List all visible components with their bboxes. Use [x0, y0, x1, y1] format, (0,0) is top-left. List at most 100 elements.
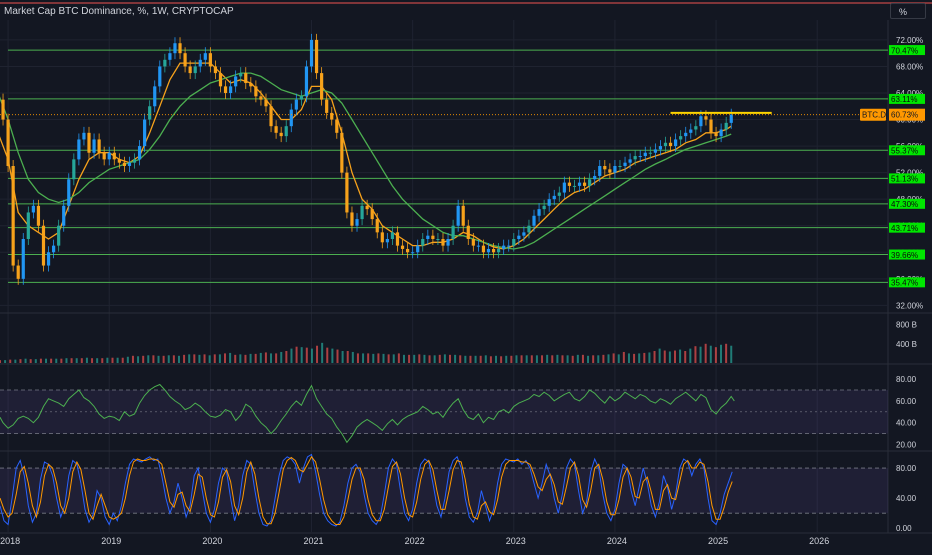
candle-body [87, 132, 91, 153]
candle-body [729, 114, 733, 123]
volume-bar [704, 343, 707, 363]
volume-bar [259, 352, 262, 363]
x-tick-label: 2021 [303, 536, 323, 546]
candle-body [183, 53, 187, 67]
volume-bar [689, 348, 692, 363]
stoch-band [0, 468, 888, 514]
volume-bar [684, 351, 687, 363]
candle-body [132, 159, 137, 163]
candle-body [512, 239, 516, 246]
candle-body [613, 166, 617, 173]
volume-bar [505, 355, 508, 363]
rsi-line [0, 383, 735, 444]
level-label: 51.13% [891, 175, 918, 184]
y-tick-label: 64.00% [896, 89, 923, 98]
volume-bar [70, 358, 73, 363]
volume-bar [571, 355, 574, 363]
candle-body [274, 126, 278, 133]
slow-ma-line [0, 72, 732, 250]
candle-body [330, 112, 334, 120]
candle-body [1, 99, 5, 120]
volume-bar [725, 343, 728, 363]
volume-bar [285, 351, 288, 363]
volume-bar [541, 355, 544, 363]
candle-body [668, 142, 673, 147]
chart-title: Market Cap BTC Dominance, %, 1W, CRYPTOC… [4, 6, 234, 17]
candle-body [456, 205, 460, 226]
candle-body [46, 252, 51, 266]
volume-bar [45, 358, 48, 363]
volume-bar [131, 355, 134, 363]
level-label: 47.30% [891, 200, 918, 209]
candle-body [26, 212, 30, 239]
candle-body [117, 159, 121, 163]
candle-body [416, 245, 420, 253]
candle-body [542, 205, 546, 210]
candle-body [279, 132, 283, 137]
volume-bar [4, 360, 7, 363]
volume-y-tick-label: 400 B [896, 340, 917, 349]
level-label-bg [889, 222, 925, 233]
level-label: 35.47% [891, 279, 918, 288]
candle-body [598, 166, 602, 176]
volume-bar [346, 351, 349, 363]
volume-bar [147, 355, 150, 363]
candle-body [663, 142, 668, 147]
volume-bar [244, 354, 247, 363]
volume-bar [699, 346, 702, 363]
candle-body [714, 132, 718, 137]
candle-body [41, 225, 46, 266]
volume-bar [351, 351, 354, 363]
candle-body [562, 182, 566, 193]
candle-body [143, 119, 147, 147]
candle-body [385, 239, 389, 243]
volume-bar [622, 351, 625, 363]
candle-body [395, 232, 400, 246]
candle-body [689, 129, 693, 133]
volume-bar [91, 358, 94, 363]
volume-bar [290, 348, 293, 363]
candle-body [684, 132, 688, 137]
volume-bars-group [0, 342, 733, 363]
volume-bar [709, 345, 712, 363]
volume-bar [29, 359, 32, 363]
volume-bar [157, 355, 160, 363]
candle-body [674, 139, 678, 147]
volume-bar [658, 348, 661, 363]
volume-bar [239, 354, 242, 363]
candle-body [431, 235, 435, 239]
candle-body [16, 265, 20, 279]
candle-body [259, 96, 263, 100]
candle-body [491, 248, 496, 253]
candle-body [547, 199, 551, 206]
volume-bar [489, 356, 492, 363]
y-tick-label: 52.00% [896, 169, 923, 178]
candle-body [193, 66, 197, 74]
volume-bar [101, 358, 104, 363]
volume-bar [19, 359, 22, 363]
volume-bar [264, 352, 267, 363]
candle-body [623, 162, 627, 166]
volume-bar [653, 351, 656, 363]
candle-body [572, 185, 577, 187]
candle-body [223, 86, 228, 93]
candle-body [486, 248, 491, 253]
volume-bar [126, 356, 129, 363]
level-label-bg [889, 145, 925, 156]
x-tick-label: 2018 [0, 536, 20, 546]
candle-body [244, 73, 248, 84]
volume-bar [367, 353, 370, 363]
y-tick-label: 68.00% [896, 62, 923, 71]
candle-body [648, 152, 652, 154]
unit-toggle-button[interactable]: % [890, 3, 926, 19]
volume-bar [223, 353, 226, 363]
candle-body [239, 73, 243, 77]
volume-bar [188, 354, 191, 363]
candle-body [137, 146, 142, 160]
volume-bar [602, 354, 605, 363]
candle-body [643, 152, 647, 157]
candle-body [577, 182, 582, 186]
volume-bar [249, 353, 252, 363]
